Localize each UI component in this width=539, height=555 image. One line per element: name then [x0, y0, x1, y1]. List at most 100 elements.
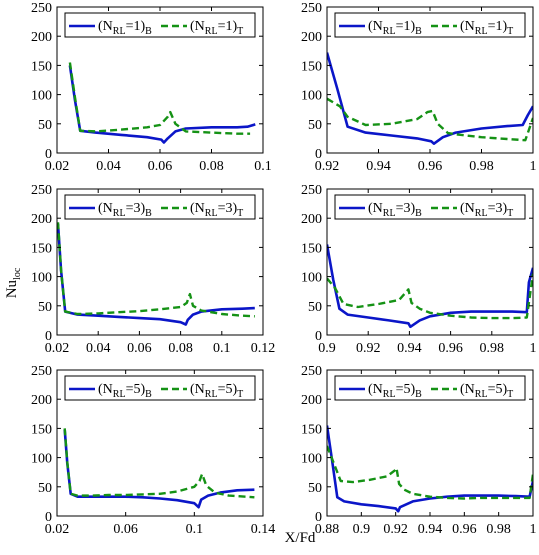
x-tick-label: 1 [530, 159, 537, 174]
legend-text-part: B [145, 389, 152, 400]
y-tick-label: 150 [301, 59, 322, 74]
legend-text-part: RL [475, 208, 488, 219]
legend-text-part: =5) [488, 382, 508, 397]
legend-box [334, 194, 526, 220]
y-tick-label: 200 [31, 30, 52, 45]
series-line-top [327, 273, 533, 320]
legend-text-part: RL [383, 208, 396, 219]
y-tick-label: 250 [31, 364, 52, 379]
x-tick-label: 0.98 [486, 522, 511, 537]
legend-entry-top: (NRL=1)T [460, 19, 513, 37]
legend-text-part: (N [190, 19, 205, 34]
x-tick-label: 1 [530, 341, 537, 356]
legend-text-part: B [415, 26, 422, 37]
legend-text-part: B [415, 389, 422, 400]
x-tick-label: 0.92 [315, 159, 340, 174]
legend-text-part: T [507, 26, 513, 37]
series-line-top [68, 62, 251, 135]
x-tick-label: 0.94 [418, 522, 443, 537]
y-tick-label: 200 [31, 393, 52, 408]
series-line-top [57, 222, 255, 318]
legend-entry-top: (NRL=3)T [460, 201, 513, 219]
y-tick-label: 200 [301, 30, 322, 45]
legend-text-part: =3) [126, 201, 146, 216]
legend-text-part: RL [113, 26, 126, 37]
y-tick-label: 0 [45, 329, 52, 344]
legend-text-part: =1) [488, 19, 508, 34]
y-tick-label: 150 [31, 241, 52, 256]
x-tick-label: 0.02 [45, 341, 70, 356]
legend-entry-top: (NRL=5)T [460, 382, 513, 400]
legend-text-part: =3) [396, 201, 416, 216]
x-tick-label: 0.92 [356, 341, 381, 356]
legend-text-part: RL [113, 389, 126, 400]
x-tick-label: 0.08 [199, 159, 224, 174]
y-tick-label: 200 [301, 212, 322, 227]
x-tick-label: 0.92 [383, 522, 408, 537]
x-tick-label: 0.96 [418, 159, 443, 174]
y-tick-label: 50 [38, 118, 52, 133]
x-tick-label: 0.88 [315, 522, 340, 537]
x-tick-label: 0.9 [353, 522, 371, 537]
legend-text-part: B [145, 208, 152, 219]
x-tick-label: 0.02 [45, 159, 70, 174]
panel-3: 0 50 100 150 200 250 0.02 0.04 0.06 0.08 0.1 0.12 (N… [31, 183, 275, 356]
legend-entry-top: (NRL=1)T [190, 19, 243, 37]
x-tick-label: 0.1 [213, 341, 231, 356]
x-tick-label: 0.08 [168, 341, 193, 356]
series-line-bottom [327, 244, 533, 329]
legend-text-part: (N [368, 201, 383, 216]
x-tick-label: 0.94 [366, 159, 391, 174]
y-tick-label: 150 [31, 59, 52, 74]
legend-entry-bottom: (NRL=3)B [368, 201, 422, 219]
y-axis-label-sub: loc [12, 267, 23, 280]
y-tick-label: 100 [301, 271, 322, 286]
series-line-top [327, 445, 533, 500]
x-tick-label: 0.12 [251, 341, 276, 356]
series-line-top [327, 97, 533, 142]
axes-frame [56, 369, 264, 517]
y-tick-label: 50 [38, 300, 52, 315]
x-tick-label: 0.14 [251, 522, 276, 537]
x-tick-label: 0.94 [397, 341, 422, 356]
legend-text-part: (N [190, 201, 205, 216]
y-tick-label: 200 [31, 212, 52, 227]
legend-text-part: T [507, 389, 513, 400]
legend-text-part: (N [98, 19, 113, 34]
x-tick-label: 0.9 [318, 341, 336, 356]
legend-box [64, 194, 256, 220]
y-tick-label: 100 [31, 452, 52, 467]
y-tick-label: 100 [31, 89, 52, 104]
y-tick-label: 250 [301, 183, 322, 198]
y-tick-label: 0 [315, 510, 322, 525]
y-tick-label: 250 [301, 1, 322, 16]
legend-text-part: =3) [488, 201, 508, 216]
legend-entry-bottom: (NRL=5)B [98, 382, 152, 400]
legend-entry-bottom: (NRL=3)B [98, 201, 152, 219]
y-axis-label: Nuloc [4, 267, 23, 298]
series-line-bottom [327, 425, 533, 513]
y-tick-label: 50 [308, 300, 322, 315]
y-tick-label: 250 [31, 1, 52, 16]
y-tick-label: 50 [38, 481, 52, 496]
y-tick-label: 100 [301, 452, 322, 467]
x-tick-label: 0.1 [186, 522, 204, 537]
y-tick-label: 50 [308, 118, 322, 133]
legend-text-part: =1) [218, 19, 238, 34]
legend-text-part: RL [205, 389, 218, 400]
legend-entry-top: (NRL=3)T [190, 201, 243, 219]
legend-text-part: =5) [126, 382, 146, 397]
legend-text-part: =5) [396, 382, 416, 397]
y-tick-label: 150 [301, 241, 322, 256]
series-line-bottom [68, 65, 256, 144]
legend-box [64, 12, 256, 38]
legend-text-part: (N [190, 382, 205, 397]
legend-text-part: =5) [218, 382, 238, 397]
legend-text-part: RL [205, 26, 218, 37]
x-tick-label: 0.06 [127, 341, 152, 356]
panel-6: 0 50 100 150 200 250 0.88 0.9 0.92 0.94 0.96 0.98 1 (… [301, 364, 537, 537]
